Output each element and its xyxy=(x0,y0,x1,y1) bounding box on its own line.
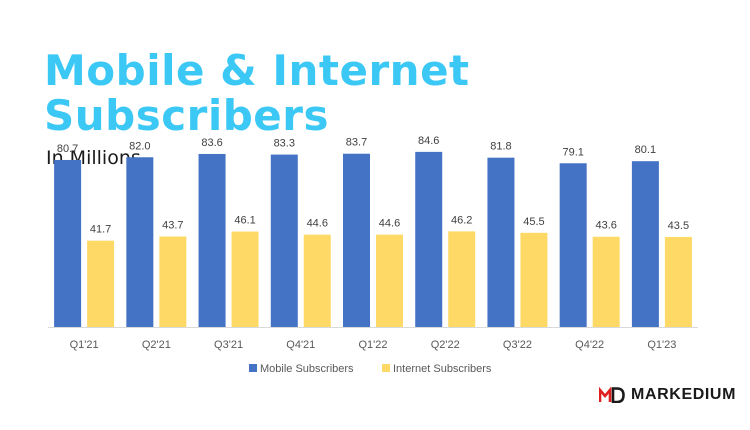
data-label: 46.2 xyxy=(451,214,472,226)
bar-internet xyxy=(664,236,692,327)
data-label: 83.3 xyxy=(274,138,295,150)
brand-name: MARKEDIUM xyxy=(631,386,736,403)
data-label: 83.7 xyxy=(346,137,367,149)
x-tick-label: Q4'22 xyxy=(575,339,604,351)
bar-mobile xyxy=(415,151,443,327)
data-label: 43.6 xyxy=(595,220,616,232)
md-logo-icon xyxy=(599,387,625,403)
x-tick-label: Q1'23 xyxy=(647,339,676,351)
x-tick-label: Q3'22 xyxy=(503,339,532,351)
data-label: 46.1 xyxy=(234,215,255,227)
bar-internet xyxy=(303,234,331,327)
data-label: 83.6 xyxy=(201,137,222,149)
data-label: 81.8 xyxy=(490,141,511,153)
data-label: 44.6 xyxy=(307,218,328,230)
bar-mobile xyxy=(631,161,659,327)
data-label: 41.7 xyxy=(90,224,111,236)
data-label: 84.6 xyxy=(418,135,439,147)
bar-internet xyxy=(376,234,403,327)
bar-internet xyxy=(159,236,187,327)
x-tick-label: Q2'22 xyxy=(431,339,460,351)
title-line-2: Subscribers xyxy=(44,91,329,140)
data-label: 79.1 xyxy=(562,146,583,158)
data-label: 82.0 xyxy=(129,140,150,152)
x-tick-label: Q3'21 xyxy=(214,339,243,351)
data-label: 80.7 xyxy=(57,143,78,155)
bar-internet xyxy=(520,232,548,327)
chart-title: Mobile & Internet Subscribers xyxy=(44,48,470,138)
data-label: 45.5 xyxy=(523,216,544,228)
bar-internet xyxy=(592,236,620,327)
bar-internet xyxy=(448,231,476,327)
bar-internet xyxy=(231,231,259,327)
data-label: 43.7 xyxy=(162,220,183,232)
bar-mobile xyxy=(559,163,587,327)
data-label: 44.6 xyxy=(379,218,400,230)
brand-logo: MARKEDIUM xyxy=(599,386,736,404)
x-tick-label: Q2'21 xyxy=(142,339,171,351)
data-label: 43.5 xyxy=(668,220,689,232)
bar-mobile xyxy=(54,159,82,327)
bar-mobile xyxy=(126,157,154,327)
data-label: 80.1 xyxy=(635,144,656,156)
bar-internet xyxy=(87,240,115,327)
bar-mobile xyxy=(487,157,515,327)
legend-swatch xyxy=(249,364,257,372)
bar-mobile xyxy=(198,153,226,327)
x-tick-label: Q4'21 xyxy=(286,339,315,351)
x-tick-label: Q1'22 xyxy=(358,339,387,351)
legend-swatch xyxy=(382,364,390,372)
legend-label: Mobile Subscribers xyxy=(260,363,354,375)
bar-mobile xyxy=(270,154,298,327)
bar-mobile xyxy=(343,153,370,327)
x-tick-label: Q1'21 xyxy=(70,339,99,351)
legend-label: Internet Subscribers xyxy=(393,363,492,375)
title-line-1: Mobile & Internet xyxy=(44,46,470,95)
